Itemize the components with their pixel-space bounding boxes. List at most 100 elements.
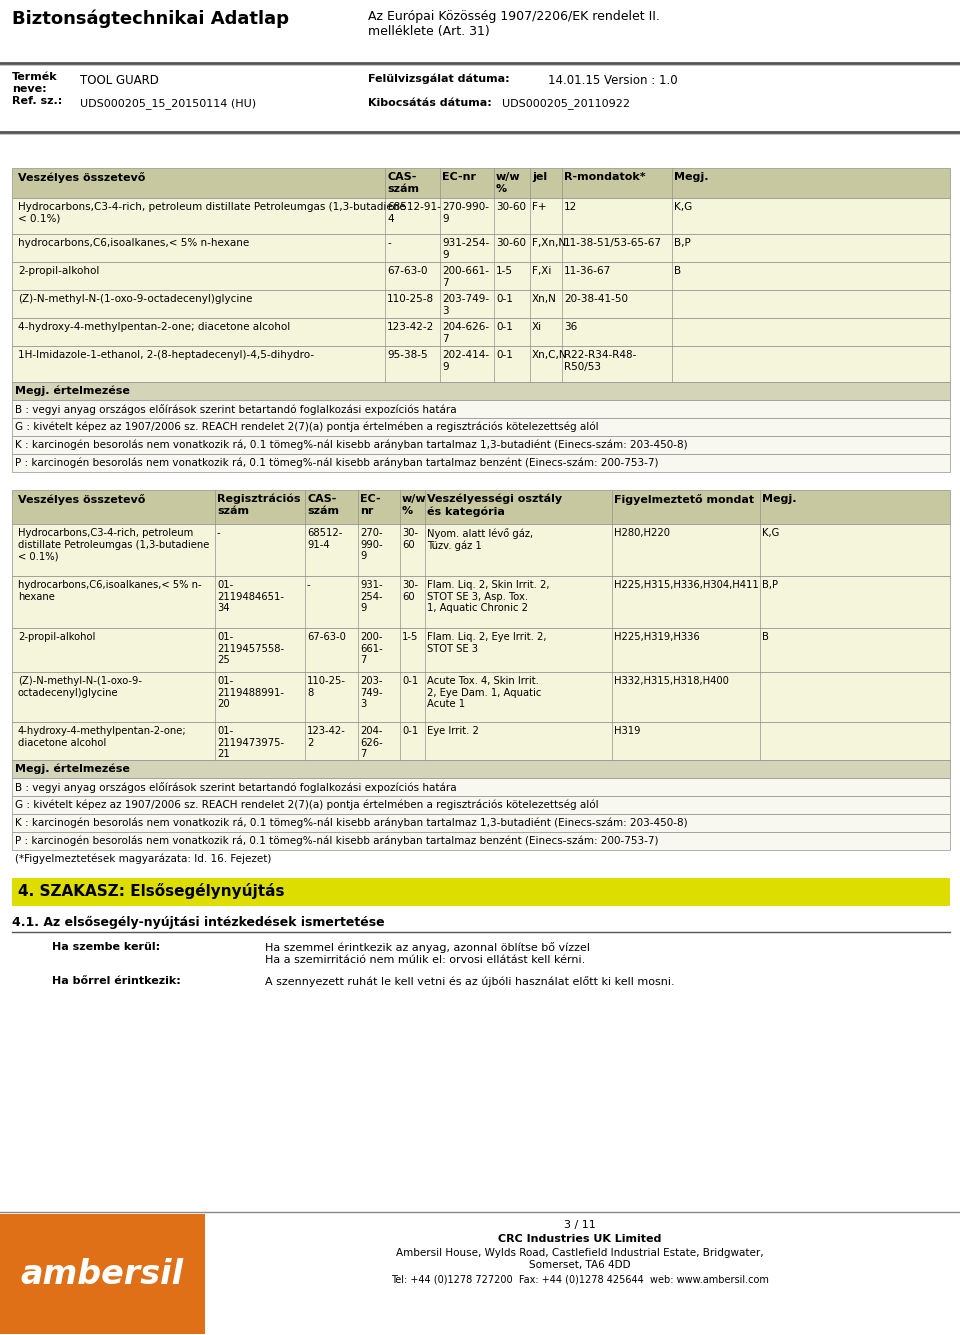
Text: Xn,C,N: Xn,C,N	[532, 350, 567, 360]
Text: Ref. sz.:: Ref. sz.:	[12, 96, 62, 105]
Text: F,Xn,N: F,Xn,N	[532, 238, 566, 248]
Bar	[12, 760, 950, 778]
Text: Tel: +44 (0)1278 727200  Fax: +44 (0)1278 425644  web: www.ambersil.com: Tel: +44 (0)1278 727200 Fax: +44 (0)1278…	[391, 1274, 769, 1284]
Text: -: -	[307, 579, 311, 590]
Text: B : vegyi anyag országos előírások szerint betartandó foglalkozási expozíciós ha: B : vegyi anyag országos előírások szeri…	[15, 782, 457, 793]
Text: 1H-Imidazole-1-ethanol, 2-(8-heptadecenyl)-4,5-dihydro-: 1H-Imidazole-1-ethanol, 2-(8-heptadeceny…	[18, 350, 314, 360]
Text: 67-63-0: 67-63-0	[387, 266, 427, 276]
Text: R-mondatok*: R-mondatok*	[564, 172, 646, 182]
Text: Veszélyes összetevő: Veszélyes összetevő	[18, 172, 145, 183]
Text: 200-
661-
7: 200- 661- 7	[360, 631, 383, 665]
Text: 11-36-67: 11-36-67	[564, 266, 612, 276]
Text: TOOL GUARD: TOOL GUARD	[80, 73, 158, 87]
Text: 270-990-
9: 270-990- 9	[442, 202, 489, 223]
Text: 01-
2119484651-
34: 01- 2119484651- 34	[217, 579, 284, 613]
Bar	[12, 262, 950, 290]
Bar	[12, 346, 950, 382]
Text: Az Európai Közösség 1907/2206/EK rendelet II.
melléklete (Art. 31): Az Európai Közösség 1907/2206/EK rendele…	[368, 9, 660, 37]
Bar	[12, 525, 950, 575]
Text: ambersil: ambersil	[20, 1258, 183, 1291]
Text: jel: jel	[532, 172, 547, 182]
Bar	[12, 168, 950, 198]
Bar	[12, 878, 950, 906]
Bar	[12, 722, 950, 760]
Text: EC-nr: EC-nr	[442, 172, 476, 182]
Text: 1-5: 1-5	[496, 266, 513, 276]
Text: 123-42-2: 123-42-2	[387, 322, 434, 332]
Text: w/w
%: w/w %	[496, 172, 520, 194]
Text: 95-38-5: 95-38-5	[387, 350, 427, 360]
Text: 4.1. Az elsősegély-nyújtási intézkedések ismertetése: 4.1. Az elsősegély-nyújtási intézkedések…	[12, 916, 385, 929]
Bar	[12, 382, 950, 400]
Text: 4. SZAKASZ: Elsősegélynyújtás: 4. SZAKASZ: Elsősegélynyújtás	[18, 882, 284, 898]
Text: (*Figyelmeztetések magyarázata: ld. 16. Fejezet): (*Figyelmeztetések magyarázata: ld. 16. …	[15, 854, 272, 865]
Text: 0-1: 0-1	[496, 294, 513, 304]
Text: 01-
2119457558-
25: 01- 2119457558- 25	[217, 631, 284, 665]
Text: 68512-
91-4: 68512- 91-4	[307, 529, 343, 550]
Text: UDS000205_15_20150114 (HU): UDS000205_15_20150114 (HU)	[80, 97, 256, 109]
Text: Flam. Liq. 2, Skin Irrit. 2,
STOT SE 3, Asp. Tox.
1, Aquatic Chronic 2: Flam. Liq. 2, Skin Irrit. 2, STOT SE 3, …	[427, 579, 549, 613]
Text: 36: 36	[564, 322, 577, 332]
Text: Megj. értelmezése: Megj. értelmezése	[15, 384, 130, 395]
Text: 11-38-51/53-65-67: 11-38-51/53-65-67	[564, 238, 662, 248]
Text: 931-254-
9: 931-254- 9	[442, 238, 490, 259]
Text: (Z)-N-methyl-N-(1-oxo-9-
octadecenyl)glycine: (Z)-N-methyl-N-(1-oxo-9- octadecenyl)gly…	[18, 676, 142, 698]
Text: K : karcinogén besorolás nem vonatkozik rá, 0.1 tömeg%-nál kisebb arányban tarta: K : karcinogén besorolás nem vonatkozik …	[15, 818, 687, 829]
Text: 12: 12	[564, 202, 577, 212]
Text: B,P: B,P	[762, 579, 778, 590]
Text: Ha szemmel érintkezik az anyag, azonnal öblítse bő vízzel
Ha a szemirritáció nem: Ha szemmel érintkezik az anyag, azonnal …	[265, 943, 590, 965]
Text: 0-1: 0-1	[496, 350, 513, 360]
Text: K : karcinogén besorolás nem vonatkozik rá, 0.1 tömeg%-nál kisebb arányban tarta: K : karcinogén besorolás nem vonatkozik …	[15, 441, 687, 450]
Text: 203-
749-
3: 203- 749- 3	[360, 676, 383, 709]
Text: Veszélyességi osztály
és kategória: Veszélyességi osztály és kategória	[427, 494, 563, 517]
Text: 110-25-
8: 110-25- 8	[307, 676, 346, 698]
Text: Nyom. alatt lévő gáz,
Tüzv. gáz 1: Nyom. alatt lévő gáz, Tüzv. gáz 1	[427, 529, 533, 551]
Text: 30-60: 30-60	[496, 238, 526, 248]
Text: Termék
neve:: Termék neve:	[12, 72, 58, 93]
Text: 0-1: 0-1	[402, 676, 419, 686]
Text: 200-661-
7: 200-661- 7	[442, 266, 489, 287]
Text: H225,H319,H336: H225,H319,H336	[614, 631, 700, 642]
Bar	[12, 234, 950, 262]
Text: Ha szembe kerül:: Ha szembe kerül:	[52, 943, 160, 952]
Text: F+: F+	[532, 202, 546, 212]
Text: H332,H315,H318,H400: H332,H315,H318,H400	[614, 676, 729, 686]
Bar	[0, 1214, 205, 1334]
Text: Figyelmeztető mondat: Figyelmeztető mondat	[614, 494, 755, 505]
Text: EC-
nr: EC- nr	[360, 494, 380, 515]
Text: 30-
60: 30- 60	[402, 529, 419, 550]
Text: Flam. Liq. 2, Eye Irrit. 2,
STOT SE 3: Flam. Liq. 2, Eye Irrit. 2, STOT SE 3	[427, 631, 546, 654]
Text: G : kivételt képez az 1907/2006 sz. REACH rendelet 2(7)(a) pontja értelmében a r: G : kivételt képez az 1907/2006 sz. REAC…	[15, 422, 599, 433]
Text: K,G: K,G	[674, 202, 692, 212]
Text: Kibocsátás dátuma:: Kibocsátás dátuma:	[368, 97, 492, 108]
Text: hydrocarbons,C6,isoalkanes,< 5% n-hexane: hydrocarbons,C6,isoalkanes,< 5% n-hexane	[18, 238, 250, 248]
Text: w/w
%: w/w %	[402, 494, 426, 515]
Bar	[0, 65, 960, 134]
Text: UDS000205_20110922: UDS000205_20110922	[502, 97, 630, 109]
Text: 270-
990-
9: 270- 990- 9	[360, 529, 383, 561]
Bar	[0, 0, 960, 65]
Text: 68512-91-
4: 68512-91- 4	[387, 202, 441, 223]
Text: H225,H315,H336,H304,H411: H225,H315,H336,H304,H411	[614, 579, 758, 590]
Text: 01-
2119488991-
20: 01- 2119488991- 20	[217, 676, 284, 709]
Text: 67-63-0: 67-63-0	[307, 631, 346, 642]
Text: Megj. értelmezése: Megj. értelmezése	[15, 764, 130, 773]
Text: 203-749-
3: 203-749- 3	[442, 294, 490, 315]
Text: 30-
60: 30- 60	[402, 579, 419, 602]
Text: 0-1: 0-1	[496, 322, 513, 332]
Text: 110-25-8: 110-25-8	[387, 294, 434, 304]
Text: Xn,N: Xn,N	[532, 294, 557, 304]
Bar	[12, 796, 950, 814]
Text: 14.01.15 Version : 1.0: 14.01.15 Version : 1.0	[548, 73, 678, 87]
Bar	[12, 454, 950, 473]
Text: 2-propil-alkohol: 2-propil-alkohol	[18, 631, 95, 642]
Text: Veszélyes összetevő: Veszélyes összetevő	[18, 494, 145, 505]
Text: CRC Industries UK Limited: CRC Industries UK Limited	[498, 1234, 661, 1244]
Text: 0-1: 0-1	[402, 726, 419, 736]
Bar	[12, 832, 950, 850]
Text: 204-626-
7: 204-626- 7	[442, 322, 490, 343]
Bar	[12, 290, 950, 318]
Text: R22-R34-R48-
R50/53: R22-R34-R48- R50/53	[564, 350, 636, 371]
Text: Hydrocarbons,C3-4-rich, petroleum distillate Petroleumgas (1,3-butadiene
< 0.1%): Hydrocarbons,C3-4-rich, petroleum distil…	[18, 202, 406, 223]
Text: G : kivételt képez az 1907/2006 sz. REACH rendelet 2(7)(a) pontja értelmében a r: G : kivételt képez az 1907/2006 sz. REAC…	[15, 800, 599, 810]
